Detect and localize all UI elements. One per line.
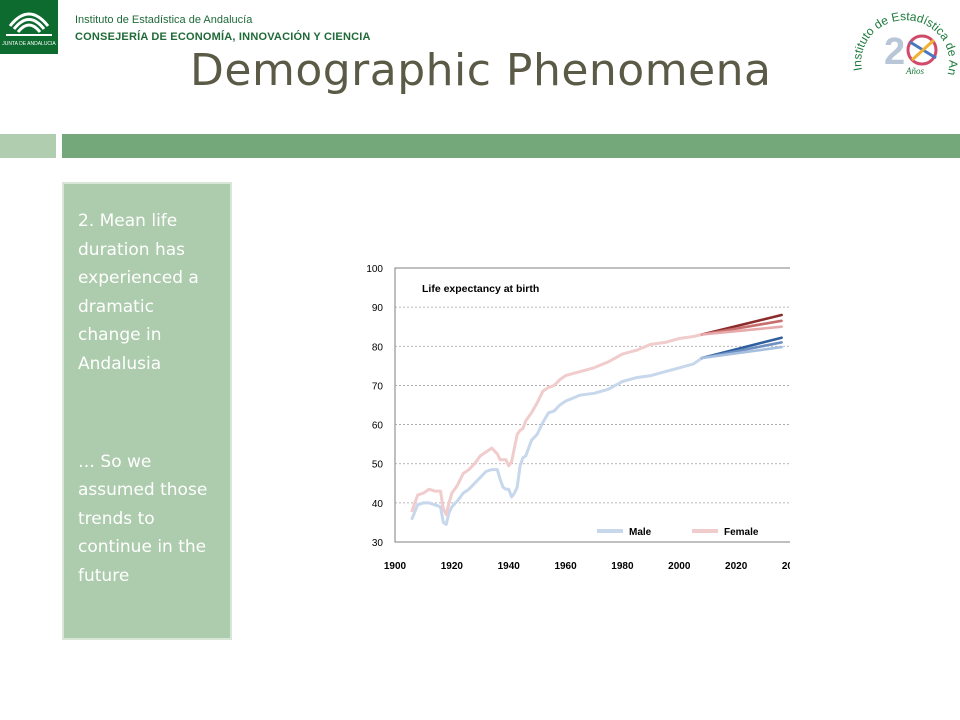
x-tick-label: 1900 <box>384 561 407 572</box>
y-tick-label: 60 <box>372 421 384 432</box>
y-tick-label: 80 <box>372 342 384 353</box>
accent-bar-right <box>62 134 960 158</box>
x-tick-label: 1960 <box>554 561 577 572</box>
chart-title: Life expectancy at birth <box>422 283 539 295</box>
y-tick-label: 90 <box>372 303 384 314</box>
plot-area <box>394 267 794 543</box>
panel-paragraph-1: 2. Mean life duration has experienced a … <box>78 211 199 374</box>
svg-text:2: 2 <box>884 31 905 73</box>
x-tick-label: 2020 <box>725 561 748 572</box>
text-panel: 2. Mean life duration has experienced a … <box>62 182 232 640</box>
seal-years: Años <box>905 66 924 76</box>
x-tick-label: 1980 <box>611 561 634 572</box>
y-tick-label: 100 <box>366 264 383 275</box>
chart-svg: 30 40 50 60 70 80 90 100 1900 1920 1940 1960 1980 200… <box>366 264 804 572</box>
projection-line-7 <box>700 325 783 336</box>
x-tick-label: 2000 <box>668 561 691 572</box>
y-tick-label: 70 <box>372 381 384 392</box>
x-tick-label: 1940 <box>498 561 521 572</box>
page-title: Demographic Phenomena <box>190 45 772 96</box>
legend-label-female: Female <box>724 527 759 538</box>
anniversary-seal-logo: Instituto de Estadística de Andalucía 2 … <box>845 0 960 100</box>
y-tick-label: 40 <box>372 499 384 510</box>
series-line-male <box>410 356 704 526</box>
accent-bar-left <box>0 134 56 158</box>
y-tick-label: 30 <box>372 538 384 549</box>
junta-andalucia-logo: JUNTA DE ANDALUCIA <box>0 0 58 54</box>
y-tick-label: 50 <box>372 460 384 471</box>
department-name: CONSEJERÍA DE ECONOMÍA, INNOVACIÓN Y CIE… <box>75 31 371 43</box>
life-expectancy-chart: 30 40 50 60 70 80 90 100 1900 1920 1940 1960 1980 200… <box>350 255 804 575</box>
x-tick-label: 2040 <box>782 561 790 572</box>
series-line-female <box>410 333 704 517</box>
x-tick-label: 1920 <box>441 561 464 572</box>
logo-text: JUNTA DE ANDALUCIA <box>2 41 56 47</box>
projection-line-4 <box>700 345 783 360</box>
legend-label-male: Male <box>629 527 652 538</box>
panel-paragraph-2: … So we assumed those trends to continue… <box>78 451 208 586</box>
org-name: Instituto de Estadística de Andalucía <box>75 14 253 26</box>
